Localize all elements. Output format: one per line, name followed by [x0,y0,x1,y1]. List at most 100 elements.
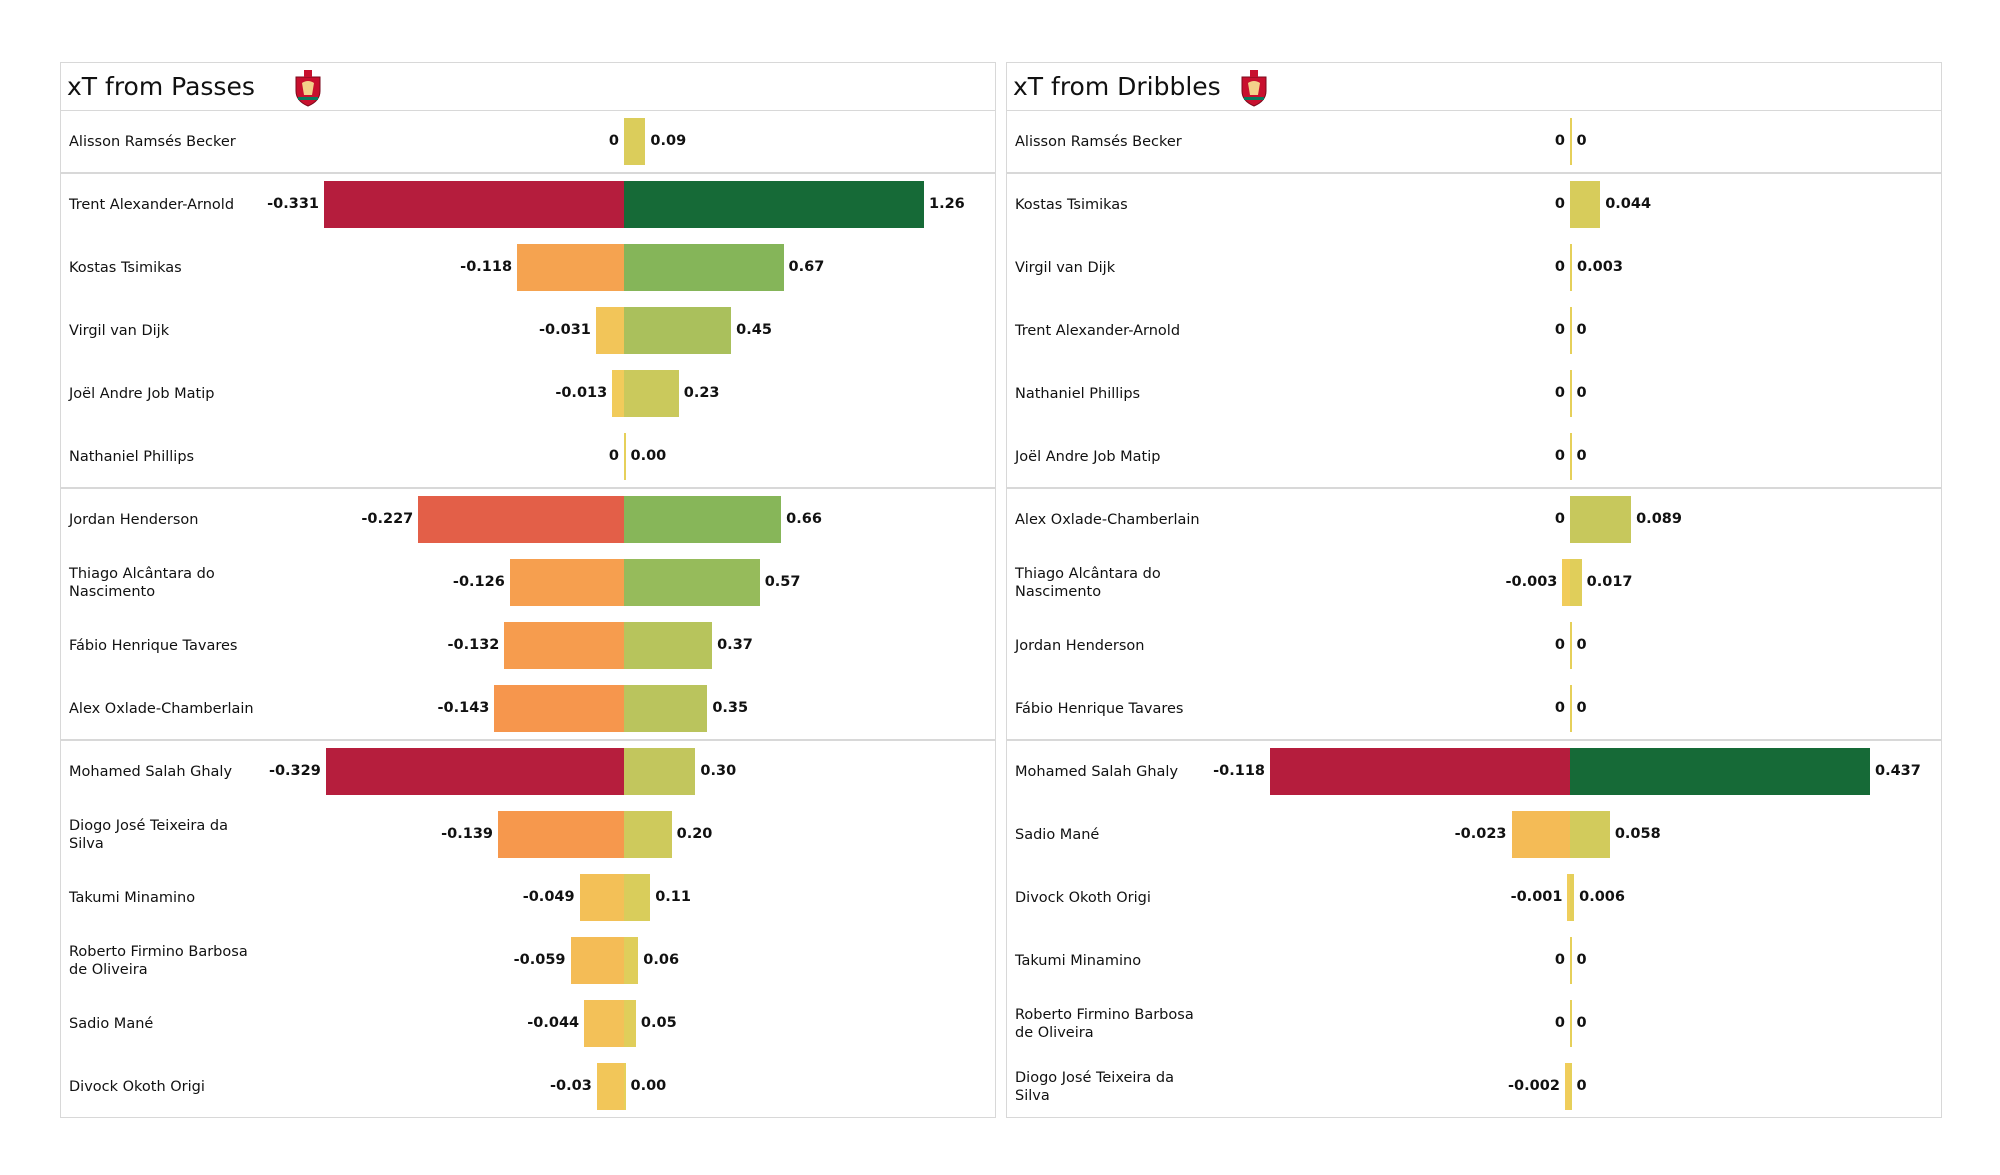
club-crest [295,70,321,107]
group-separator [61,172,995,174]
negative-label: -0.329 [268,763,321,779]
player-name: Takumi Minamino [69,889,196,906]
player-name: Alex Oxlade-Chamberlain [69,700,254,717]
player-name: Trent Alexander-Arnold [1015,322,1181,339]
negative-bar [517,244,624,291]
negative-label: 0 [1554,196,1565,212]
player-name: Joël Andre Job Matip [1015,448,1161,465]
negative-bar [1567,874,1570,921]
player-name: Fábio Henrique Tavares [1015,700,1184,717]
positive-label: 0.437 [1875,763,1921,779]
positive-bar [624,181,924,228]
negative-bar [1564,1063,1570,1110]
positive-bar [1570,1000,1572,1047]
negative-bar [612,370,624,417]
negative-label: -0.023 [1454,826,1507,842]
positive-label: 0 [1576,1078,1587,1094]
player-name: Kostas Tsimikas [1015,196,1128,213]
positive-label: 0 [1576,700,1587,716]
positive-bar [1570,937,1572,984]
negative-bar [570,937,624,984]
positive-label: 0 [1576,448,1587,464]
positive-label: 0.57 [764,574,801,590]
positive-bar [1570,685,1572,732]
positive-bar [1570,244,1573,291]
player-name: Diogo José Teixeira da Silva [1015,1069,1174,1104]
negative-bar [1270,748,1570,795]
player-name: Nathaniel Phillips [69,448,195,465]
positive-bar [1570,307,1572,354]
negative-label: 0 [1554,952,1565,968]
positive-label: 0.089 [1636,511,1682,527]
positive-bar [624,937,639,984]
negative-label: 0 [1554,448,1565,464]
positive-bar [1570,181,1601,228]
positive-label: 0.044 [1605,196,1652,212]
player-name: Mohamed Salah Ghaly [1015,763,1179,780]
positive-bar [624,559,760,606]
positive-bar [1570,370,1572,417]
negative-label: 0 [1554,133,1565,149]
negative-label: -0.013 [555,385,608,401]
positive-bar [624,307,732,354]
positive-bar [1570,118,1572,165]
player-name: Virgil van Dijk [1015,259,1116,276]
positive-label: 0.058 [1614,826,1661,842]
negative-label: 0 [1554,259,1565,275]
positive-bar [1570,874,1575,921]
negative-label: -0.118 [460,259,513,275]
positive-bar [624,748,696,795]
player-name: Jordan Henderson [69,511,199,528]
positive-label: 0 [1576,133,1587,149]
positive-label: 1.26 [929,196,965,212]
positive-bar [1570,559,1582,606]
group-separator [1007,739,1941,741]
negative-label: -0.331 [267,196,319,212]
positive-bar [1570,811,1610,858]
negative-label: 0 [1554,322,1565,338]
player-name: Jordan Henderson [1015,637,1145,654]
positive-label: 0.017 [1586,574,1633,590]
negative-label: -0.003 [1505,574,1558,590]
positive-bar [1570,1063,1572,1110]
negative-label: -0.001 [1510,889,1563,905]
negative-label: 0 [608,448,619,464]
player-name: Sadio Mané [1015,826,1100,843]
chart-title: xT from Passes [67,72,255,101]
club-crest [1241,70,1267,107]
player-name: Roberto Firmino Barbosa de Oliveira [1015,1006,1194,1041]
negative-label: -0.227 [361,511,414,527]
player-name: Sadio Mané [69,1015,154,1032]
positive-label: 0 [1576,952,1587,968]
player-name: Divock Okoth Origi [1015,889,1151,906]
negative-label: -0.044 [527,1015,580,1031]
positive-label: 0.35 [712,700,749,716]
positive-label: 0.37 [717,637,753,653]
positive-label: 0.05 [640,1015,677,1031]
group-separator [61,487,995,489]
player-name: Roberto Firmino Barbosa de Oliveira [69,943,248,978]
positive-bar [624,874,651,921]
negative-label: 0 [1554,385,1565,401]
positive-bar [1570,433,1572,480]
positive-bar [1570,496,1632,543]
negative-bar [324,181,624,228]
positive-label: 0 [1576,385,1587,401]
positive-label: 0.06 [643,952,680,968]
positive-bar [1570,748,1870,795]
positive-label: 0 [1576,322,1587,338]
player-name: Diogo José Teixeira da Silva [69,817,228,852]
negative-label: -0.059 [513,952,566,968]
positive-bar [624,811,672,858]
negative-label: -0.031 [539,322,591,338]
title-rule [61,110,995,111]
player-name: Nathaniel Phillips [1015,385,1141,402]
positive-bar [624,370,679,417]
player-name: Thiago Alcântara do Nascimento [1015,565,1161,600]
positive-label: 0.09 [650,133,687,149]
positive-bar [624,685,708,732]
negative-label: 0 [1554,1015,1565,1031]
negative-bar [579,874,624,921]
positive-bar [624,622,713,669]
